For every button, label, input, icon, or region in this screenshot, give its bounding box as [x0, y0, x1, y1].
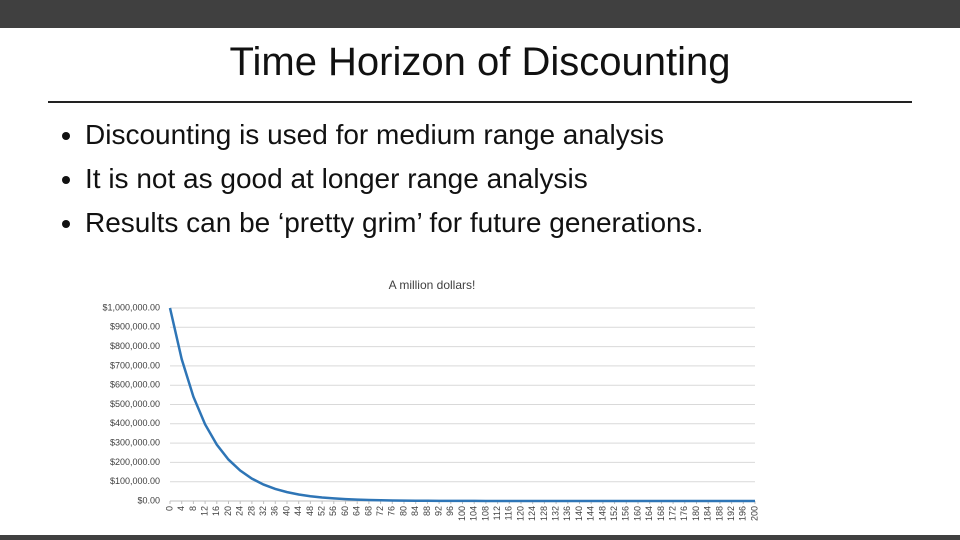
y-tick-label: $300,000.00: [110, 437, 160, 447]
x-tick-label: 40: [281, 506, 291, 516]
x-tick-label: 120: [515, 506, 525, 521]
x-tick-label: 72: [375, 506, 385, 516]
x-tick-label: 8: [188, 506, 198, 511]
y-tick-label: $400,000.00: [110, 418, 160, 428]
x-tick-label: 76: [387, 506, 397, 516]
x-tick-label: 88: [422, 506, 432, 516]
x-tick-label: 188: [714, 506, 724, 521]
x-tick-label: 196: [738, 506, 748, 521]
x-tick-label: 124: [527, 506, 537, 521]
x-tick-label: 108: [480, 506, 490, 521]
y-tick-label: $900,000.00: [110, 322, 160, 332]
x-tick-label: 156: [621, 506, 631, 521]
chart-title: A million dollars!: [389, 278, 476, 292]
x-tick-label: 28: [246, 506, 256, 516]
x-tick-label: 92: [433, 506, 443, 516]
x-tick-label: 200: [749, 506, 759, 521]
bottom-bar: [0, 535, 960, 540]
y-tick-label: $700,000.00: [110, 360, 160, 370]
x-tick-label: 68: [363, 506, 373, 516]
x-tick-label: 152: [609, 506, 619, 521]
x-tick-label: 184: [703, 506, 713, 521]
x-tick-label: 144: [586, 506, 596, 521]
y-tick-label: $0.00: [137, 495, 160, 505]
x-tick-label: 192: [726, 506, 736, 521]
x-tick-label: 12: [199, 506, 209, 516]
x-tick-label: 32: [258, 506, 268, 516]
x-tick-label: 176: [679, 506, 689, 521]
x-tick-label: 104: [469, 506, 479, 521]
y-tick-label: $1,000,000.00: [102, 302, 160, 312]
x-tick-label: 44: [293, 506, 303, 516]
x-tick-label: 20: [223, 506, 233, 516]
x-tick-label: 136: [562, 506, 572, 521]
x-tick-label: 128: [539, 506, 549, 521]
x-tick-label: 24: [235, 506, 245, 516]
y-tick-label: $800,000.00: [110, 341, 160, 351]
y-tick-label: $200,000.00: [110, 457, 160, 467]
x-tick-label: 56: [328, 506, 338, 516]
bullet-list: Discounting is used for medium range ana…: [55, 113, 703, 245]
bullet: Discounting is used for medium range ana…: [85, 113, 703, 157]
bullet: Results can be ‘pretty grim’ for future …: [85, 201, 703, 245]
x-tick-label: 16: [211, 506, 221, 516]
slide-title: Time Horizon of Discounting: [229, 40, 731, 84]
x-tick-label: 140: [574, 506, 584, 521]
x-tick-label: 0: [164, 506, 174, 511]
x-tick-label: 80: [398, 506, 408, 516]
x-tick-label: 60: [340, 506, 350, 516]
x-tick-label: 132: [550, 506, 560, 521]
y-tick-label: $500,000.00: [110, 399, 160, 409]
x-tick-label: 172: [667, 506, 677, 521]
x-tick-label: 4: [176, 506, 186, 511]
x-tick-label: 160: [632, 506, 642, 521]
line-series: [168, 307, 755, 503]
title-rule: [48, 101, 912, 103]
x-tick-label: 164: [644, 506, 654, 521]
x-tick-label: 84: [410, 506, 420, 516]
x-tick-label: 48: [305, 506, 315, 516]
x-tick-label: 96: [445, 506, 455, 516]
x-tick-label: 148: [597, 506, 607, 521]
x-tick-label: 64: [352, 506, 362, 516]
x-tick-label: 112: [492, 506, 502, 520]
x-tick-label: 52: [316, 506, 326, 516]
x-tick-label: 36: [270, 506, 280, 516]
y-tick-label: $600,000.00: [110, 380, 160, 390]
x-tick-label: 116: [504, 506, 514, 520]
x-tick-label: 180: [691, 506, 701, 521]
bullet: It is not as good at longer range analys…: [85, 157, 703, 201]
y-tick-label: $100,000.00: [110, 476, 160, 486]
top-bar: [0, 0, 960, 28]
x-tick-label: 168: [656, 506, 666, 521]
x-tick-label: 100: [457, 506, 467, 521]
